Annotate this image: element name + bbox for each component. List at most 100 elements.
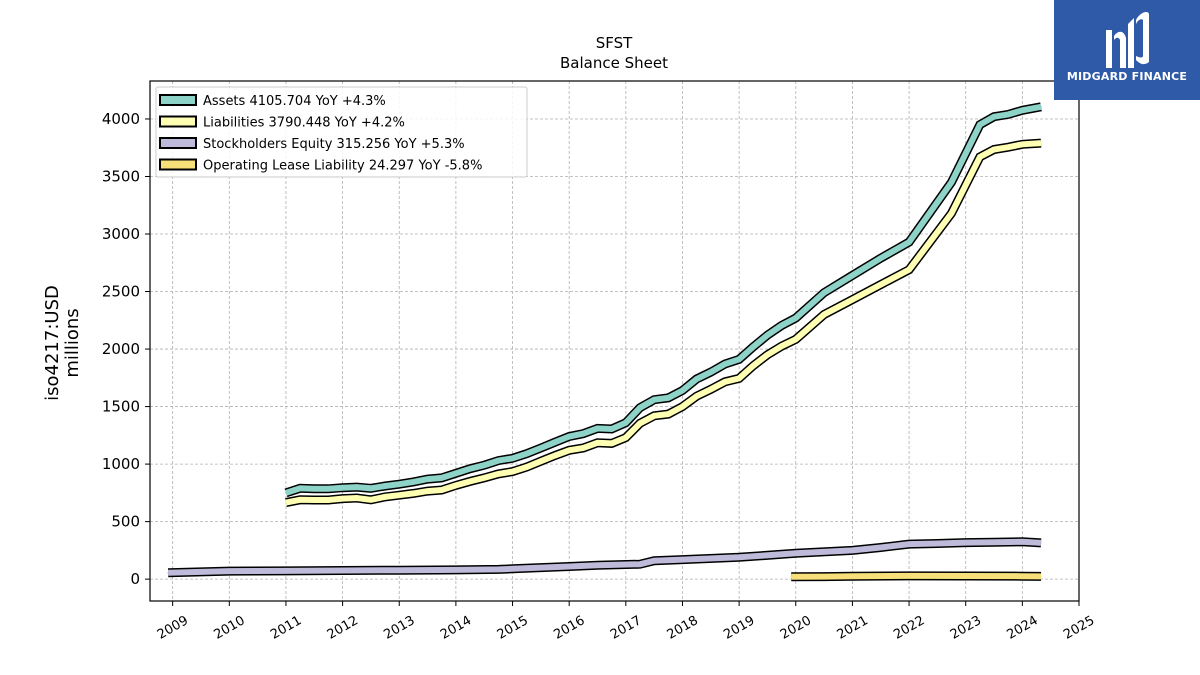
data-point bbox=[1040, 575, 1042, 578]
data-point bbox=[568, 449, 570, 452]
legend-entry: Operating Lease Liability 24.297 YoY -5.… bbox=[203, 159, 482, 174]
data-point bbox=[851, 575, 854, 578]
data-point bbox=[540, 447, 542, 449]
data-point bbox=[795, 317, 797, 319]
data-point bbox=[384, 485, 386, 487]
data-point bbox=[936, 542, 939, 545]
data-point bbox=[596, 427, 599, 430]
data-point bbox=[610, 442, 613, 445]
data-point bbox=[979, 123, 981, 126]
data-point bbox=[525, 466, 528, 468]
x-tick-label: 2015 bbox=[495, 613, 531, 643]
data-point bbox=[823, 575, 825, 578]
data-point bbox=[341, 569, 344, 572]
x-tick-label: 2025 bbox=[1061, 613, 1097, 643]
data-point bbox=[752, 346, 755, 348]
data-point bbox=[511, 470, 514, 473]
data-point bbox=[440, 489, 443, 491]
data-point bbox=[780, 324, 783, 327]
data-point bbox=[780, 345, 783, 348]
x-tick-label: 2023 bbox=[948, 613, 984, 643]
y-axis-label-line1: iso4217:USD bbox=[42, 285, 63, 401]
data-point bbox=[766, 334, 769, 337]
data-point bbox=[285, 492, 287, 494]
data-point bbox=[738, 358, 740, 361]
x-tick-label: 2022 bbox=[891, 613, 927, 643]
data-point bbox=[327, 499, 330, 501]
data-point bbox=[908, 575, 910, 577]
data-point bbox=[653, 559, 655, 562]
data-point bbox=[950, 181, 953, 183]
data-point bbox=[639, 563, 641, 565]
data-point bbox=[469, 480, 471, 483]
y-tick-label: 2000 bbox=[102, 340, 140, 358]
data-point bbox=[1040, 106, 1042, 108]
data-point bbox=[412, 481, 415, 483]
logo-mark-icon bbox=[1106, 12, 1149, 68]
x-tick-label: 2017 bbox=[608, 613, 644, 643]
data-point bbox=[639, 406, 641, 409]
chart-title: SFST bbox=[596, 34, 633, 52]
data-point bbox=[1007, 113, 1009, 116]
data-point bbox=[851, 549, 854, 552]
data-point bbox=[653, 415, 655, 417]
data-point bbox=[710, 371, 712, 373]
data-point bbox=[710, 388, 712, 391]
y-axis-label-line2: millions bbox=[62, 308, 83, 377]
data-point bbox=[285, 501, 287, 504]
data-point bbox=[412, 492, 415, 495]
legend-entry: Liabilities 3790.448 YoY +4.2% bbox=[203, 116, 405, 131]
data-point bbox=[356, 497, 358, 499]
plot-frame bbox=[149, 80, 1080, 602]
y-tick-label: 1000 bbox=[102, 455, 140, 473]
data-point bbox=[639, 422, 641, 425]
data-point bbox=[596, 564, 599, 567]
data-point bbox=[327, 488, 330, 490]
legend-swatch bbox=[159, 158, 197, 171]
legend-entry: Stockholders Equity 315.256 YoY +5.3% bbox=[203, 137, 465, 152]
data-point bbox=[625, 421, 627, 424]
data-point bbox=[695, 378, 698, 380]
data-point bbox=[554, 441, 556, 444]
data-point bbox=[370, 487, 372, 490]
data-point bbox=[795, 338, 797, 341]
x-tick-label: 2011 bbox=[268, 613, 304, 643]
data-point bbox=[313, 488, 316, 490]
legend: Assets 4105.704 YoY +4.3% Liabilities 379… bbox=[155, 86, 528, 178]
y-tick-label: 2500 bbox=[102, 283, 140, 301]
data-point bbox=[1021, 109, 1024, 112]
data-point bbox=[1040, 142, 1042, 144]
data-point bbox=[370, 499, 372, 501]
series-operating-lease-liability bbox=[790, 571, 1042, 582]
data-point bbox=[398, 483, 401, 486]
data-point bbox=[823, 313, 825, 316]
data-point bbox=[993, 148, 995, 151]
data-point bbox=[455, 484, 457, 487]
data-point bbox=[455, 569, 457, 571]
data-point bbox=[695, 395, 698, 398]
data-point bbox=[398, 494, 401, 497]
data-point bbox=[511, 457, 514, 460]
x-tick-label: 2019 bbox=[721, 613, 757, 643]
data-point bbox=[568, 565, 570, 568]
data-point bbox=[497, 459, 500, 462]
series-stockholders-equity bbox=[167, 537, 1042, 578]
data-point bbox=[384, 496, 386, 498]
data-point bbox=[582, 432, 585, 435]
data-point bbox=[993, 115, 995, 118]
data-point bbox=[851, 274, 854, 277]
data-point bbox=[341, 486, 344, 489]
data-point bbox=[299, 487, 301, 490]
data-point bbox=[724, 381, 726, 383]
x-tick-label: 2018 bbox=[665, 613, 701, 643]
data-point bbox=[610, 428, 613, 430]
data-point bbox=[440, 477, 443, 479]
data-point bbox=[398, 569, 401, 571]
data-point bbox=[525, 452, 528, 455]
y-tick-label: 0 bbox=[130, 570, 140, 588]
data-point bbox=[625, 436, 627, 439]
data-point bbox=[167, 572, 169, 574]
data-point bbox=[511, 568, 514, 570]
data-point bbox=[879, 257, 882, 260]
